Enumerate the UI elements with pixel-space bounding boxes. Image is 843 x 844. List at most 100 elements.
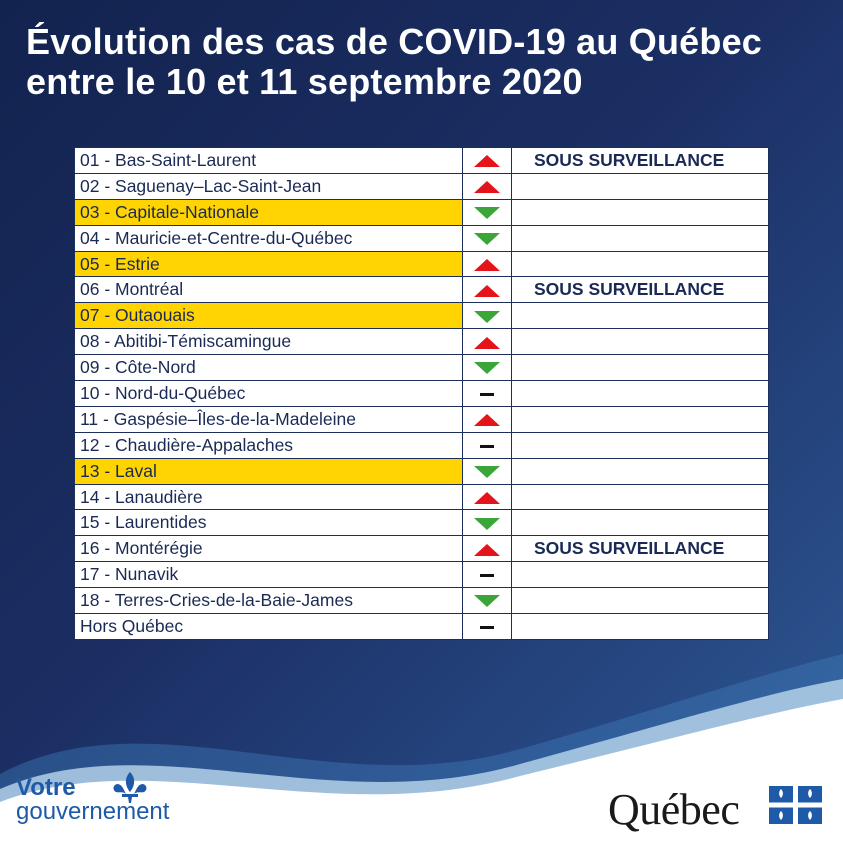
table-row: 18 - Terres-Cries-de-la-Baie-James	[74, 587, 769, 615]
logo-line-votre: Votre	[16, 774, 76, 801]
region-name: 12 - Chaudière-Appalaches	[74, 431, 463, 459]
trend-down-icon	[474, 466, 500, 478]
trend-cell	[462, 431, 512, 459]
trend-down-icon	[474, 362, 500, 375]
regions-table-body: 01 - Bas-Saint-Laurent SOUS SURVEILLANCE 0…	[74, 147, 769, 640]
table-row: 17 - Nunavik	[74, 561, 769, 589]
region-name: 02 - Saguenay–Lac-Saint-Jean	[74, 172, 463, 200]
trend-up-icon	[474, 181, 500, 194]
surveillance-note	[511, 380, 769, 407]
trend-cell	[462, 613, 512, 640]
table-row: 15 - Laurentides	[74, 509, 769, 537]
trend-cell	[462, 198, 512, 226]
trend-stable-icon	[480, 392, 494, 396]
trend-cell	[462, 561, 512, 589]
trend-stable-icon	[480, 574, 494, 578]
trend-cell	[462, 172, 512, 200]
trend-cell	[462, 224, 512, 252]
trend-cell	[462, 535, 512, 563]
trend-up-icon	[474, 336, 500, 349]
surveillance-note	[511, 224, 769, 252]
region-name: 05 - Estrie	[74, 250, 463, 278]
regions-table: 01 - Bas-Saint-Laurent SOUS SURVEILLANCE 0…	[74, 147, 769, 640]
surveillance-note	[511, 405, 769, 433]
trend-up-icon	[474, 543, 500, 556]
trend-cell	[462, 250, 512, 278]
surveillance-note	[511, 509, 769, 537]
surveillance-note	[511, 561, 769, 589]
region-name: 01 - Bas-Saint-Laurent	[74, 147, 463, 174]
surveillance-note: SOUS SURVEILLANCE	[511, 147, 769, 174]
trend-cell	[462, 302, 512, 330]
region-name: 04 - Mauricie-et-Centre-du-Québec	[74, 224, 463, 252]
surveillance-note	[511, 198, 769, 226]
region-name: 16 - Montérégie	[74, 535, 463, 563]
table-row: 10 - Nord-du-Québec	[74, 380, 769, 407]
surveillance-note	[511, 457, 769, 485]
surveillance-note	[511, 328, 769, 356]
surveillance-note	[511, 483, 769, 511]
trend-up-icon	[474, 491, 500, 504]
table-row: 08 - Abitibi-Témiscamingue	[74, 328, 769, 356]
region-name: 08 - Abitibi-Témiscamingue	[74, 328, 463, 356]
footer-wave	[0, 654, 843, 844]
trend-cell	[462, 457, 512, 485]
trend-cell	[462, 328, 512, 356]
region-name: 17 - Nunavik	[74, 561, 463, 589]
trend-stable-icon	[480, 444, 494, 448]
table-row: 12 - Chaudière-Appalaches	[74, 431, 769, 459]
fleur-de-lis-icon	[113, 772, 147, 803]
trend-cell	[462, 354, 512, 382]
table-row: 01 - Bas-Saint-Laurent SOUS SURVEILLANCE	[74, 147, 769, 174]
trend-down-icon	[474, 517, 500, 530]
region-name: 13 - Laval	[74, 457, 463, 485]
surveillance-note: SOUS SURVEILLANCE	[511, 276, 769, 304]
trend-cell	[462, 276, 512, 304]
surveillance-note	[511, 587, 769, 615]
trend-cell	[462, 509, 512, 537]
trend-up-icon	[474, 155, 500, 168]
surveillance-note	[511, 250, 769, 278]
surveillance-note	[511, 172, 769, 200]
table-row: 06 - Montréal SOUS SURVEILLANCE	[74, 276, 769, 304]
table-row: 14 - Lanaudière	[74, 483, 769, 511]
surveillance-note	[511, 613, 769, 640]
quebec-flag-icon	[769, 786, 822, 824]
table-row: 03 - Capitale-Nationale	[74, 198, 769, 226]
table-row: 05 - Estrie	[74, 250, 769, 278]
region-name: 15 - Laurentides	[74, 509, 463, 537]
quebec-wordmark: Québec	[608, 785, 740, 834]
table-row: 11 - Gaspésie–Îles-de-la-Madeleine	[74, 405, 769, 433]
region-name: 11 - Gaspésie–Îles-de-la-Madeleine	[74, 405, 463, 433]
trend-up-icon	[474, 414, 500, 427]
trend-cell	[462, 405, 512, 433]
table-row: 16 - Montérégie SOUS SURVEILLANCE	[74, 535, 769, 563]
trend-cell	[462, 147, 512, 174]
trend-up-icon	[474, 258, 500, 271]
surveillance-note	[511, 354, 769, 382]
region-name: 18 - Terres-Cries-de-la-Baie-James	[74, 587, 463, 615]
trend-cell	[462, 380, 512, 407]
table-row: Hors Québec	[74, 613, 769, 640]
trend-down-icon	[474, 232, 500, 245]
region-name: 09 - Côte-Nord	[74, 354, 463, 382]
logo-line-gouvernement: gouvernement	[16, 798, 170, 825]
region-name: 14 - Lanaudière	[74, 483, 463, 511]
title-line-2: entre le 10 et 11 septembre 2020	[26, 61, 583, 102]
trend-down-icon	[474, 310, 500, 323]
votre-gouvernement-logo: Votre gouvernement	[16, 776, 169, 824]
trend-stable-icon	[480, 625, 494, 629]
region-name: 06 - Montréal	[74, 276, 463, 304]
region-name: Hors Québec	[74, 613, 463, 640]
trend-down-icon	[474, 207, 500, 220]
surveillance-note: SOUS SURVEILLANCE	[511, 535, 769, 563]
table-row: 09 - Côte-Nord	[74, 354, 769, 382]
region-name: 10 - Nord-du-Québec	[74, 380, 463, 407]
trend-cell	[462, 483, 512, 511]
table-row: 07 - Outaouais	[74, 302, 769, 330]
page-title: Évolution des cas de COVID-19 au Québec …	[26, 22, 826, 102]
title-line-1: Évolution des cas de COVID-19 au Québec	[26, 21, 763, 62]
table-row: 02 - Saguenay–Lac-Saint-Jean	[74, 172, 769, 200]
trend-down-icon	[474, 595, 500, 608]
region-name: 03 - Capitale-Nationale	[74, 198, 463, 226]
